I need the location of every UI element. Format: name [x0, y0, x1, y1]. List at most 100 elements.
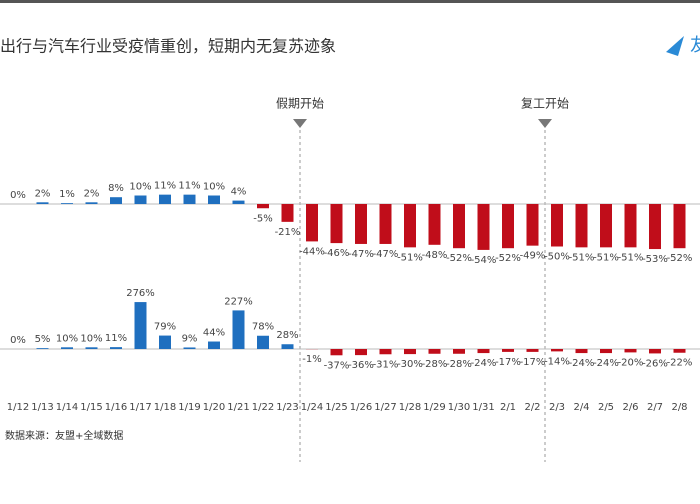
bar [478, 204, 490, 250]
data-label: -24% [471, 358, 497, 369]
bar [86, 202, 98, 204]
data-label: -52% [446, 253, 472, 264]
bar [649, 349, 661, 353]
x-tick-label: 2/2 [524, 402, 540, 413]
bar [576, 349, 588, 353]
data-label: -17% [495, 357, 521, 368]
bar [331, 204, 343, 243]
bar [233, 310, 245, 349]
bar [184, 347, 196, 349]
data-label: -17% [520, 357, 546, 368]
x-tick-label: 2/5 [598, 402, 614, 413]
bar [551, 349, 563, 351]
data-label: -50% [544, 252, 570, 263]
bar [527, 204, 539, 246]
bar [184, 195, 196, 204]
data-label: 28% [276, 330, 298, 341]
data-label: 78% [252, 322, 274, 333]
x-tick-label: 1/16 [105, 402, 127, 413]
bar [625, 204, 637, 247]
data-label: -20% [618, 357, 644, 368]
bar [282, 344, 294, 349]
data-label: 11% [178, 181, 200, 192]
x-tick-label: 1/12 [7, 402, 29, 413]
x-tick-label: 1/17 [129, 402, 151, 413]
x-tick-label: 1/23 [276, 402, 298, 413]
bar [208, 196, 220, 205]
data-label: -52% [667, 253, 693, 264]
x-tick-label: 1/29 [423, 402, 445, 413]
data-label: -47% [373, 249, 399, 260]
x-tick-label: 2/4 [573, 402, 589, 413]
x-tick-label: 1/22 [252, 402, 274, 413]
bar [429, 204, 441, 245]
x-tick-label: 1/21 [227, 402, 249, 413]
logo-icon [666, 36, 684, 56]
x-tick-label: 1/15 [80, 402, 102, 413]
x-tick-label: 1/30 [448, 402, 470, 413]
data-label: -36% [348, 360, 374, 371]
x-tick-label: 2/3 [549, 402, 565, 413]
bar [380, 204, 392, 244]
bar [159, 195, 171, 204]
bar [649, 204, 661, 249]
x-tick-label: 2/8 [671, 402, 687, 413]
data-label: 44% [203, 328, 225, 339]
bar [502, 349, 514, 352]
x-tick-label: 1/25 [325, 402, 347, 413]
bar [306, 204, 318, 241]
source: 数据来源：友盟+全域数据 [5, 429, 123, 442]
bar [453, 349, 465, 354]
bar [61, 203, 73, 204]
data-label: 11% [105, 333, 127, 344]
x-tick-label: 1/18 [154, 402, 176, 413]
data-label: 0% [10, 335, 26, 346]
data-label: -28% [422, 359, 448, 370]
bar [135, 196, 147, 205]
bar [600, 204, 612, 247]
data-label: 2% [35, 188, 51, 199]
bar [37, 202, 49, 204]
bar [86, 347, 98, 349]
bar [478, 349, 490, 353]
data-label: 1% [59, 189, 75, 200]
data-label: -44% [299, 246, 325, 257]
data-label: -1% [302, 354, 321, 365]
x-tick-label: 2/1 [500, 402, 516, 413]
chart-title: 出行与汽车行业受疫情重创，短期内无复苏迹象 [0, 37, 336, 56]
data-label: 11% [154, 181, 176, 192]
data-label: 79% [154, 322, 176, 333]
bar [61, 347, 73, 349]
x-tick-label: 1/14 [56, 402, 78, 413]
bar [257, 336, 269, 349]
data-label: -5% [253, 213, 272, 224]
top-bar [0, 0, 700, 3]
bar [600, 349, 612, 353]
data-label: -22% [667, 358, 693, 369]
x-tick-label: 1/27 [374, 402, 396, 413]
bar [625, 349, 637, 352]
data-label: -48% [422, 250, 448, 261]
x-tick-label: 2/6 [622, 402, 638, 413]
data-label: 276% [126, 288, 155, 299]
x-tick-label: 1/26 [350, 402, 372, 413]
bar [355, 204, 367, 244]
bar [282, 204, 294, 222]
annotation: 复工开始 [521, 97, 569, 111]
data-label: -24% [593, 358, 619, 369]
data-label: 9% [182, 333, 198, 344]
data-label: -49% [520, 251, 546, 262]
bar [502, 204, 514, 248]
data-label: 227% [224, 296, 253, 307]
data-label: -46% [324, 248, 350, 259]
data-label: -14% [544, 356, 570, 367]
data-label: -31% [373, 359, 399, 370]
data-label: -26% [642, 358, 668, 369]
data-label: 5% [35, 334, 51, 345]
x-tick-label: 2/7 [647, 402, 663, 413]
logo-text: 友 [690, 35, 700, 56]
data-label: -51% [397, 252, 423, 263]
data-label: -21% [275, 227, 301, 238]
bar [404, 349, 416, 354]
annotation-marker [538, 119, 552, 128]
